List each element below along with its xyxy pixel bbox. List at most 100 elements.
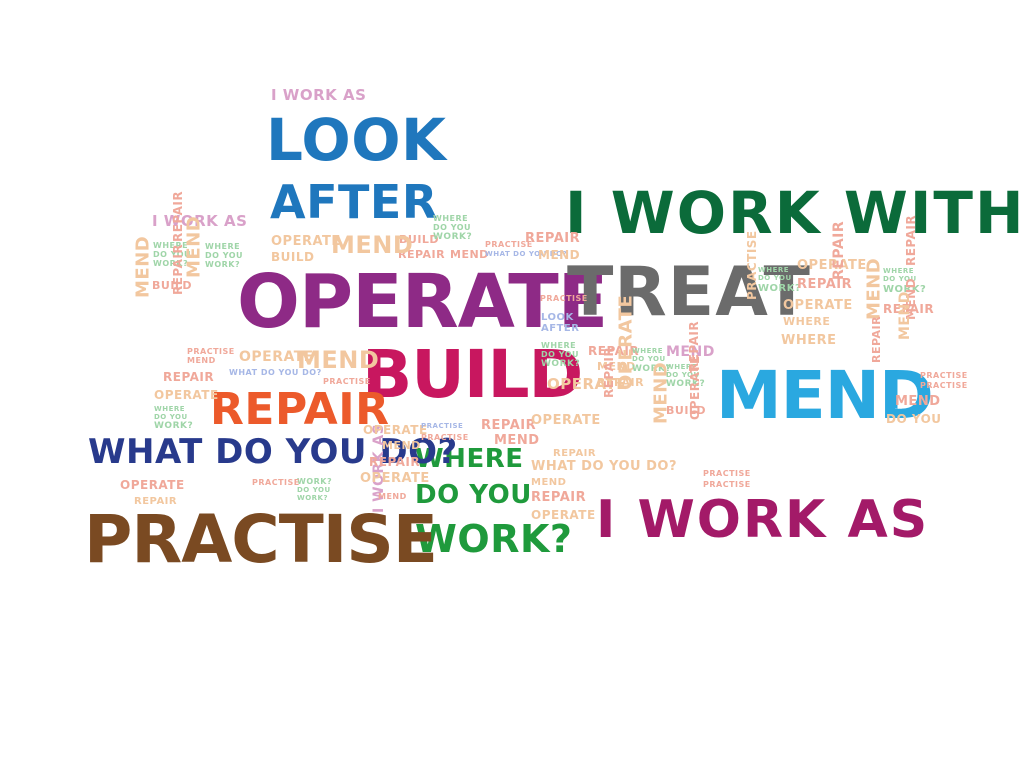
word: PRACTISE: [421, 433, 469, 442]
word: PRACTISE: [323, 377, 371, 386]
word: MEND: [895, 394, 941, 409]
word: WHERE: [666, 363, 698, 371]
word: OPERATE: [783, 298, 853, 313]
word: REPAIR: [895, 409, 903, 410]
word: I WORK WITH: [565, 179, 1024, 247]
word: BUILD: [666, 404, 707, 417]
word: REPAIR: [588, 344, 640, 358]
word: OPERATE: [531, 413, 601, 428]
word: WHERE: [541, 341, 577, 350]
word: WHERE: [205, 242, 241, 251]
word: WORK?: [153, 259, 189, 268]
word: WHAT DO YOU DO?: [485, 250, 568, 258]
word: BUILD: [271, 250, 315, 264]
word: REPAIR: [903, 214, 918, 266]
word: WORK?: [541, 359, 581, 369]
word: I WORK AS: [596, 490, 930, 550]
word: PRACTISE: [252, 478, 300, 487]
word: REPAIR: [797, 277, 853, 292]
word: MEND: [897, 291, 914, 340]
word: REPAIR: [163, 370, 215, 384]
word: MEND: [382, 439, 421, 452]
word: WORK?: [883, 284, 927, 295]
word: PRACTISE: [540, 294, 588, 303]
word: PRACTISE: [187, 347, 235, 356]
word: OPERATE: [687, 355, 702, 420]
word: PRACTISE: [703, 480, 751, 489]
word: OPERATE: [120, 478, 185, 492]
word: WORK?: [154, 421, 194, 431]
word: OPERATE: [615, 294, 637, 390]
word: PRACTISE: [744, 230, 759, 300]
word: OPERATE: [363, 423, 428, 437]
word: WHAT DO YOU DO?: [229, 368, 322, 377]
word: WHERE: [632, 347, 664, 355]
word: REPAIR: [531, 490, 587, 505]
word: MEND: [378, 492, 407, 501]
word: REPAIR: [869, 315, 883, 363]
word: REPAIR: [883, 302, 935, 316]
word: PRACTISE: [920, 381, 968, 390]
word: WHAT DO YOU DO?: [531, 459, 677, 474]
word: MEND: [187, 356, 216, 365]
word: REPAIR: [134, 496, 178, 507]
word: MEND: [538, 248, 581, 262]
word: LOOK: [541, 312, 574, 323]
word: PRACTISE: [920, 371, 968, 380]
word: OPERATE: [154, 388, 219, 402]
word: REPAIR: [601, 346, 616, 398]
word: REPAIR: [398, 248, 446, 261]
word: REPAIR: [525, 231, 581, 246]
word: DO YOU: [415, 480, 532, 510]
word: DO YOU: [632, 355, 666, 363]
word: MEND: [183, 215, 205, 278]
word: PRACTISE: [485, 240, 533, 249]
word: OPERATE: [531, 508, 596, 522]
word: LOOK: [266, 106, 447, 174]
word: MEND: [716, 357, 934, 434]
word: OPERATE: [797, 258, 867, 273]
word: AFTER: [541, 323, 580, 334]
word: WHAT DO YOU DO?: [88, 432, 458, 472]
word: MEND: [666, 344, 715, 360]
word: MEND: [297, 346, 380, 374]
word: WORK?: [205, 260, 241, 269]
word: WORK?: [433, 232, 473, 242]
word: DO YOU: [758, 274, 792, 282]
word: WHERE: [154, 405, 186, 413]
word: WORK?: [415, 517, 573, 561]
word: REPAIR: [170, 190, 185, 242]
word: PRACTISE: [84, 501, 438, 578]
word: REPAIR: [597, 376, 645, 389]
word: WORK?: [632, 364, 672, 374]
word: DO YOU: [297, 486, 331, 494]
word: MEND: [450, 248, 489, 261]
word: BUILD: [152, 279, 193, 292]
word: PRACTISE: [421, 422, 464, 430]
word: OPERATE: [237, 259, 608, 345]
word: WHERE: [433, 214, 469, 223]
word: WORK?: [297, 477, 333, 486]
word: OPERATE: [271, 234, 341, 249]
word: WORK?: [666, 379, 706, 389]
word: WHERE: [153, 241, 189, 250]
word: I WORK AS: [152, 212, 248, 230]
word: REPAIR: [369, 455, 421, 469]
word: I WORK AS: [271, 86, 367, 104]
word: DO YOU: [205, 251, 244, 260]
word: DO YOU: [154, 413, 188, 421]
word: WHERE: [783, 315, 831, 328]
word: WHERE: [883, 267, 915, 275]
word: BUILD: [362, 336, 583, 413]
word: DO YOU: [433, 223, 472, 232]
word: REPAIR: [831, 220, 848, 280]
word: WHERE: [415, 444, 524, 474]
word: WHERE: [758, 266, 790, 274]
word: DO YOU: [883, 275, 917, 283]
word: DO YOU: [541, 350, 580, 359]
word: MEND: [597, 360, 636, 373]
word: OPERATE: [547, 375, 627, 393]
word: MEND: [132, 235, 154, 298]
word: MEND: [331, 231, 414, 259]
